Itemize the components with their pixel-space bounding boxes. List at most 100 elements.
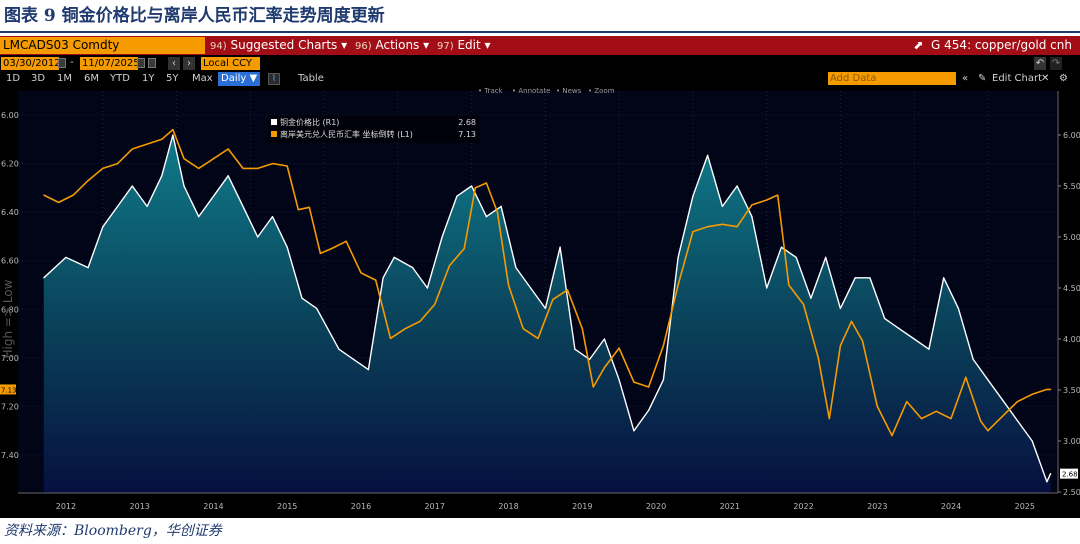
chart-toolbar-annotate[interactable]: • Annotate	[512, 87, 550, 95]
gear-icon[interactable]: ⚙	[1059, 73, 1068, 84]
y-right-tick-label: 3.00	[1063, 437, 1080, 446]
range-6m[interactable]: 6M	[84, 73, 99, 84]
cnh-point	[43, 194, 45, 196]
frequency-select[interactable]: Daily ▼	[218, 72, 261, 86]
window-title-text: G 454: copper/gold cnh	[931, 38, 1072, 52]
copper-gold-point	[43, 277, 45, 279]
calendar-icon[interactable]	[58, 58, 66, 68]
copper-gold-point	[648, 409, 650, 411]
menu-actions[interactable]: 96) Actions ▾	[355, 36, 429, 55]
cnh-point	[116, 162, 119, 165]
cnh-point	[389, 337, 392, 340]
cnh-point	[87, 179, 89, 182]
cnh-point	[987, 430, 989, 432]
range-3d[interactable]: 3D	[31, 73, 46, 84]
legend-label: 铜金价格比 (R1)	[280, 117, 339, 127]
collapse-icon[interactable]: «	[962, 73, 969, 84]
copper-gold-point	[780, 246, 783, 248]
start-date-field[interactable]: 03/30/2012	[1, 57, 61, 70]
cnh-point	[227, 148, 229, 150]
cnh-point	[566, 289, 569, 291]
copper-gold-point	[515, 267, 517, 269]
cnh-point	[935, 410, 937, 412]
y-right-tick-label: 3.50	[1063, 386, 1080, 395]
cnh-point	[375, 279, 377, 281]
close-icon[interactable]: ✕	[1041, 73, 1050, 84]
chart-toolbar-zoom[interactable]: • Zoom	[588, 87, 615, 95]
ticker-field[interactable]: LMCADS03 Comdty	[0, 37, 205, 54]
range-1y[interactable]: 1Y	[142, 73, 155, 84]
cnh-point	[146, 143, 148, 145]
chart-toolbar-track[interactable]: • Track	[478, 87, 504, 95]
chevron-right-icon[interactable]: ›	[183, 57, 195, 70]
copper-gold-point	[393, 256, 395, 258]
copper-gold-point	[677, 256, 679, 258]
copper-gold-point	[751, 216, 753, 218]
cnh-point	[212, 158, 215, 160]
copper-gold-point	[212, 195, 215, 197]
range-max[interactable]: Max	[192, 73, 213, 84]
source-note: 资料来源：Bloomberg，华创证券	[4, 523, 222, 539]
calendar-icon[interactable]	[148, 58, 156, 68]
cnh-point	[242, 167, 244, 170]
copper-gold-point	[633, 430, 635, 432]
table-button[interactable]: Table	[298, 73, 324, 84]
menu-suggested-charts[interactable]: 94) Suggested Charts ▾	[210, 36, 347, 55]
cnh-point	[721, 223, 723, 225]
y-left-tick-label: 6.00	[1, 111, 19, 120]
cnh-point	[474, 187, 476, 189]
copper-gold-point	[721, 205, 723, 207]
cnh-point	[802, 303, 805, 306]
copper-gold-point	[456, 195, 458, 197]
chart-toolbar-news[interactable]: • News	[556, 87, 582, 95]
add-data-input[interactable]: Add Data	[828, 72, 956, 85]
chevron-left-icon[interactable]: ‹	[168, 57, 180, 70]
copper-gold-point	[286, 246, 288, 248]
cnh-point	[828, 417, 830, 420]
copper-gold-point	[707, 154, 709, 156]
range-5y[interactable]: 5Y	[166, 73, 179, 84]
cnh-point	[271, 162, 274, 165]
cnh-point	[319, 252, 322, 255]
copper-gold-point	[825, 256, 827, 258]
cnh-point	[707, 226, 709, 228]
currency-select[interactable]: Local CCY	[201, 57, 260, 70]
chart-area[interactable]: 2012 2013 2014 2015 2016 2017 2018 2019 2020 2021…	[0, 87, 1080, 518]
cnh-point	[308, 206, 310, 208]
copper-gold-point	[116, 205, 119, 207]
caption-divider	[0, 31, 1080, 33]
cnh-point	[161, 138, 163, 140]
cnh-point	[736, 226, 738, 228]
pencil-icon[interactable]: ✎	[978, 73, 987, 84]
cnh-point	[777, 194, 779, 196]
copper-gold-point	[172, 134, 174, 136]
cnh-point	[677, 284, 679, 286]
range-ytd[interactable]: YTD	[110, 73, 130, 84]
chevron-down-icon: ▾	[341, 38, 348, 52]
menu-edit[interactable]: 97) Edit ▾	[437, 36, 491, 55]
redo-icon[interactable]: ↷	[1050, 57, 1062, 70]
calendar-icon[interactable]	[137, 58, 145, 68]
line-chart-icon[interactable]: ⌇	[268, 73, 280, 85]
cnh-point	[861, 340, 864, 342]
last-value-left: 7.13	[1, 386, 17, 394]
copper-gold-point	[559, 246, 561, 248]
copper-gold-point	[957, 307, 960, 309]
copper-gold-point	[500, 205, 502, 207]
cnh-point	[434, 303, 436, 306]
cnh-point	[692, 230, 694, 233]
cnh-point	[592, 386, 594, 388]
y-right-tick-label: 5.50	[1063, 182, 1080, 191]
copper-gold-point	[131, 185, 133, 187]
edit-chart-button[interactable]: Edit Chart	[992, 73, 1043, 84]
copper-gold-point	[242, 205, 244, 207]
legend-value: 2.68	[458, 118, 476, 127]
export-icon[interactable]: ⬈	[913, 38, 924, 52]
x-tick-label: 2014	[203, 502, 223, 511]
cnh-point	[766, 199, 768, 201]
y-right-tick-label: 2.50	[1063, 488, 1080, 497]
range-1m[interactable]: 1M	[57, 73, 72, 84]
end-date-field[interactable]: 11/07/2025	[80, 57, 140, 70]
range-1d[interactable]: 1D	[6, 73, 21, 84]
undo-icon[interactable]: ↶	[1034, 57, 1046, 70]
